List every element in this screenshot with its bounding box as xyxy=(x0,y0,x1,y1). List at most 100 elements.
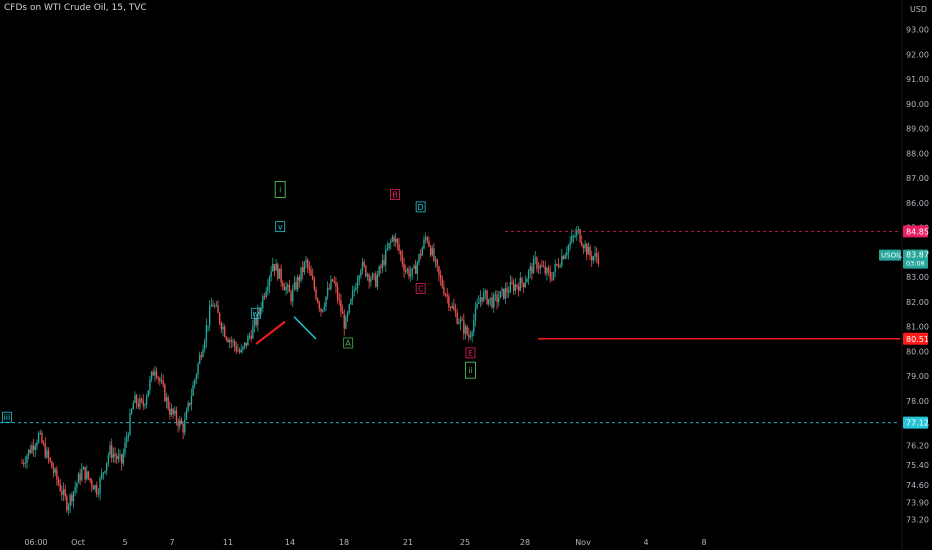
x-tick-label: 21 xyxy=(403,538,413,547)
candle-body xyxy=(268,277,271,287)
candle-body xyxy=(72,491,75,502)
candle-body xyxy=(499,291,502,299)
candle-body xyxy=(177,421,179,427)
candle-body xyxy=(258,309,261,311)
candle-body xyxy=(114,454,116,457)
candle-body xyxy=(189,403,191,405)
wave-label: B xyxy=(392,190,398,199)
candle-body xyxy=(129,413,131,435)
candle-body xyxy=(373,273,375,275)
candle-body xyxy=(140,398,143,401)
candle-body xyxy=(79,473,81,481)
candle-body xyxy=(370,278,372,282)
candle-body xyxy=(46,450,48,458)
candle-body xyxy=(488,299,490,305)
wave-label: v xyxy=(278,223,283,232)
y-tick-label: 76.20 xyxy=(906,441,929,450)
candle-body xyxy=(424,237,427,240)
candle-body xyxy=(180,419,183,424)
candle-body xyxy=(594,252,596,257)
candle-body xyxy=(564,255,566,259)
candle-body xyxy=(547,268,550,272)
candle-body xyxy=(54,469,56,473)
candle-body xyxy=(185,410,188,420)
candle-body xyxy=(448,296,450,308)
candle-body xyxy=(288,285,291,293)
candle-body xyxy=(34,446,36,450)
candle-body xyxy=(199,355,201,364)
candle-body xyxy=(44,443,46,458)
candle-body xyxy=(150,371,153,380)
candle-body xyxy=(29,449,32,453)
candle-body xyxy=(474,308,477,321)
candle-body xyxy=(152,371,154,376)
candle-body xyxy=(217,305,219,314)
candle-body xyxy=(115,456,118,459)
candle-body xyxy=(537,268,540,270)
candle-body xyxy=(149,379,151,391)
candle-body xyxy=(365,265,367,277)
candle-body xyxy=(469,336,472,338)
candle-body xyxy=(539,265,541,269)
candle-body xyxy=(586,244,588,255)
candle-body xyxy=(57,479,60,485)
candle-body xyxy=(592,256,595,261)
candle-body xyxy=(501,288,503,292)
candle-body xyxy=(323,306,326,310)
wave-label: E xyxy=(468,349,473,358)
candle-body xyxy=(531,266,533,274)
wave-label-box xyxy=(415,283,426,294)
candle-body xyxy=(443,287,445,295)
level-price-tag xyxy=(903,225,928,238)
symbol-label: USOIL xyxy=(881,252,902,260)
candle-body xyxy=(144,404,146,406)
candle-body xyxy=(388,242,390,249)
candle-body xyxy=(404,270,407,272)
candle-body xyxy=(378,266,380,276)
candle-body xyxy=(119,454,121,456)
wave-label-box xyxy=(274,181,286,199)
candle-body xyxy=(82,467,85,470)
wave-label: A xyxy=(345,339,351,348)
candle-body xyxy=(431,248,433,256)
candle-body xyxy=(507,292,510,294)
candle-body xyxy=(566,252,568,256)
candle-body xyxy=(316,298,319,303)
candle-body xyxy=(215,305,218,307)
current-price-tag xyxy=(903,249,928,269)
candle-body xyxy=(272,264,274,272)
candle-body xyxy=(478,302,480,304)
candle-body xyxy=(273,264,276,271)
candle-body xyxy=(267,286,269,292)
candle-body xyxy=(117,455,120,459)
candle-body xyxy=(22,462,25,464)
candle-body xyxy=(31,445,33,453)
candle-body xyxy=(385,249,387,265)
candle-body xyxy=(223,326,226,337)
candle-body xyxy=(81,469,83,481)
candle-body xyxy=(212,304,214,307)
candle-body xyxy=(368,274,370,282)
candle-body xyxy=(494,294,497,296)
candle-body xyxy=(512,283,515,291)
candle-body xyxy=(557,264,560,267)
y-tick-label: 89.00 xyxy=(906,125,929,134)
candle-body xyxy=(39,432,41,434)
candle-body xyxy=(321,309,324,312)
candle-body xyxy=(400,251,402,255)
candle-body xyxy=(96,485,98,495)
candle-body xyxy=(433,248,435,261)
candle-body xyxy=(287,285,289,288)
candle-body xyxy=(355,288,357,290)
candle-body xyxy=(493,294,495,308)
wave-label-box xyxy=(390,189,400,200)
y-tick-label: 87.00 xyxy=(906,174,929,183)
candle-body xyxy=(36,442,38,447)
candle-body xyxy=(527,271,530,279)
symbol-tag xyxy=(879,249,901,261)
candle-body xyxy=(315,289,317,299)
candle-body xyxy=(247,336,249,346)
candle-body xyxy=(496,294,498,303)
x-tick-label: 06:00 xyxy=(24,538,47,547)
